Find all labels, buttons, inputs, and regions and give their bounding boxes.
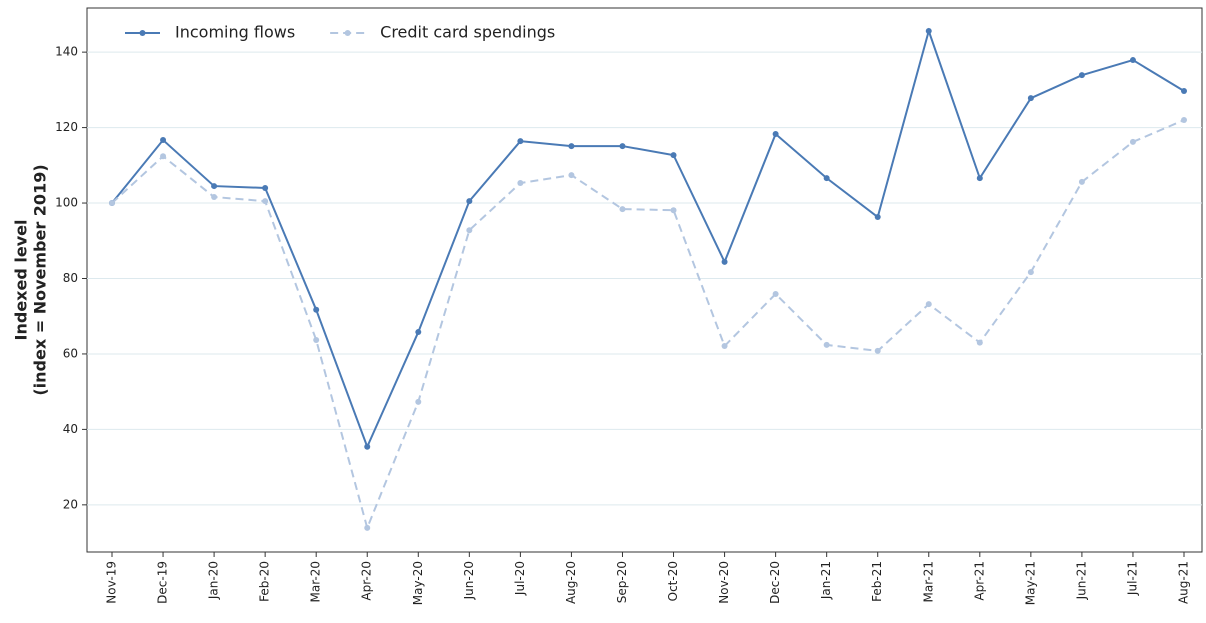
- x-tick-label: Nov-20: [717, 561, 731, 604]
- point: [466, 227, 473, 234]
- point: [262, 198, 269, 205]
- x-tick-label: Aug-20: [564, 561, 578, 604]
- y-tick-label: 80: [63, 271, 78, 285]
- point: [925, 28, 932, 35]
- point: [364, 443, 371, 450]
- legend-label: Incoming flows: [175, 23, 295, 42]
- x-tick-label: Dec-19: [156, 561, 170, 604]
- y-tick-label: 60: [63, 346, 78, 360]
- point: [1078, 178, 1085, 185]
- point: [160, 137, 167, 144]
- point: [1027, 269, 1034, 276]
- point: [415, 329, 422, 336]
- point: [160, 153, 167, 160]
- y-tick-label: 140: [55, 45, 78, 59]
- point: [823, 175, 830, 182]
- series-line: [111, 119, 1185, 531]
- series-line: [111, 27, 1185, 450]
- x-tick-label: May-20: [411, 561, 425, 605]
- x-tick-label: Jun-20: [462, 561, 476, 600]
- x-tick-label: Jul-20: [513, 561, 527, 596]
- point: [670, 152, 677, 159]
- point: [1027, 95, 1034, 102]
- y-tick-label: 120: [55, 120, 78, 134]
- x-tick-label: Nov-19: [105, 561, 119, 604]
- x-tick-label: Sep-20: [615, 561, 629, 603]
- x-tick-label: Mar-20: [309, 561, 323, 602]
- x-tick-label: Feb-20: [258, 561, 272, 602]
- point: [670, 207, 677, 214]
- x-tick-label: Jan-20: [207, 561, 221, 600]
- point: [262, 184, 269, 191]
- y-label-line: (index = November 2019): [31, 164, 50, 395]
- point: [1181, 117, 1187, 124]
- point: [568, 143, 575, 150]
- point: [517, 180, 524, 187]
- point: [313, 306, 320, 313]
- x-tick-label: May-21: [1023, 561, 1037, 605]
- point: [1181, 87, 1187, 94]
- point: [976, 175, 983, 182]
- point: [211, 183, 218, 190]
- point: [619, 143, 626, 150]
- point: [874, 347, 881, 354]
- point: [772, 131, 779, 138]
- legend-marker: [139, 30, 146, 36]
- x-tick-label: Dec-20: [768, 561, 782, 604]
- point: [619, 206, 626, 213]
- x-tick-label: Jan-21: [819, 561, 833, 600]
- point: [772, 290, 779, 297]
- y-tick-label: 40: [63, 422, 78, 436]
- point: [1129, 138, 1136, 145]
- point: [721, 258, 728, 265]
- point: [568, 172, 575, 179]
- x-tick-label: Jul-21: [1125, 561, 1139, 596]
- x-tick-label: Mar-21: [921, 561, 935, 602]
- point: [823, 341, 830, 348]
- point: [721, 343, 728, 350]
- plot-frame: [86, 7, 1203, 553]
- y-axis-label: Indexed level (index = November 2019): [12, 164, 50, 395]
- x-tick-label: Apr-21: [972, 561, 986, 601]
- point: [925, 301, 932, 308]
- legend-label: Credit card spendings: [380, 23, 555, 42]
- point: [466, 198, 473, 205]
- y-tick-label: 20: [63, 497, 78, 511]
- x-tick-label: Aug-21: [1177, 561, 1191, 604]
- y-tick-label: 100: [55, 196, 78, 210]
- x-tick-label: Feb-21: [870, 561, 884, 602]
- y-label-line: Indexed level: [12, 220, 31, 341]
- point: [211, 194, 218, 201]
- point: [517, 138, 524, 145]
- x-tick-label: Apr-20: [360, 561, 374, 601]
- x-tick-label: Jun-21: [1074, 561, 1088, 600]
- point: [415, 398, 422, 405]
- point: [976, 339, 983, 346]
- point: [1129, 57, 1136, 64]
- point: [109, 200, 115, 207]
- point: [364, 524, 371, 531]
- legend-marker: [344, 30, 351, 36]
- point: [313, 336, 320, 343]
- x-tick-label: Oct-20: [666, 561, 680, 601]
- point: [1078, 72, 1085, 79]
- point: [874, 213, 881, 220]
